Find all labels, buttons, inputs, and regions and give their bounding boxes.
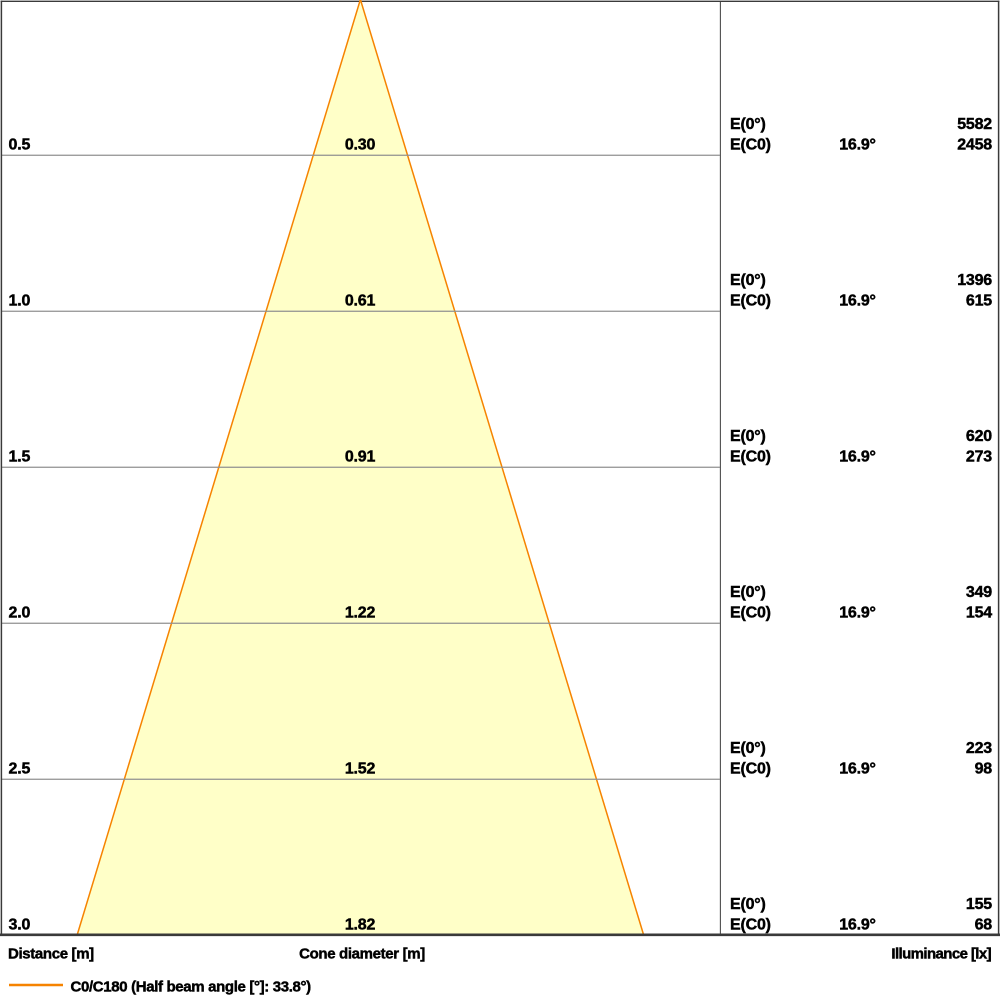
svg-text:16.9°: 16.9°	[839, 916, 876, 933]
svg-text:0.91: 0.91	[345, 449, 376, 466]
svg-text:2.5: 2.5	[9, 760, 31, 777]
svg-text:349: 349	[966, 584, 992, 601]
svg-text:16.9°: 16.9°	[839, 449, 876, 466]
svg-text:98: 98	[975, 760, 993, 777]
svg-text:E(C0): E(C0)	[730, 916, 771, 933]
svg-text:E(0°): E(0°)	[730, 116, 766, 133]
svg-text:68: 68	[975, 916, 993, 933]
svg-text:E(0°): E(0°)	[730, 428, 766, 445]
svg-text:154: 154	[966, 604, 992, 621]
svg-text:E(0°): E(0°)	[730, 272, 766, 289]
svg-text:16.9°: 16.9°	[839, 760, 876, 777]
svg-text:C0/C180 (Half beam angle [°]:: C0/C180 (Half beam angle [°]: 33.8°)	[71, 979, 312, 996]
svg-text:155: 155	[966, 896, 992, 913]
svg-text:620: 620	[966, 428, 992, 445]
svg-text:E(C0): E(C0)	[730, 760, 771, 777]
svg-text:16.9°: 16.9°	[839, 137, 876, 154]
svg-text:Illuminance [lx]: Illuminance [lx]	[891, 946, 991, 963]
svg-text:E(0°): E(0°)	[730, 896, 766, 913]
svg-text:5582: 5582	[957, 116, 992, 133]
svg-text:2458: 2458	[957, 137, 992, 154]
svg-text:E(0°): E(0°)	[730, 740, 766, 757]
svg-text:16.9°: 16.9°	[839, 293, 876, 310]
svg-text:223: 223	[966, 740, 992, 757]
svg-text:1.22: 1.22	[345, 604, 376, 621]
svg-text:E(C0): E(C0)	[730, 137, 771, 154]
svg-text:0.5: 0.5	[9, 137, 31, 154]
svg-text:1.5: 1.5	[9, 449, 31, 466]
svg-text:16.9°: 16.9°	[839, 604, 876, 621]
svg-text:1.0: 1.0	[9, 293, 31, 310]
svg-text:0.30: 0.30	[345, 137, 376, 154]
svg-text:E(C0): E(C0)	[730, 293, 771, 310]
svg-text:E(0°): E(0°)	[730, 584, 766, 601]
svg-text:615: 615	[966, 293, 992, 310]
svg-text:1396: 1396	[957, 272, 992, 289]
svg-text:0.61: 0.61	[345, 293, 376, 310]
svg-text:E(C0): E(C0)	[730, 449, 771, 466]
svg-text:1.82: 1.82	[345, 916, 376, 933]
svg-text:2.0: 2.0	[9, 604, 31, 621]
svg-text:Cone diameter [m]: Cone diameter [m]	[299, 946, 425, 963]
svg-text:273: 273	[966, 449, 992, 466]
svg-text:E(C0): E(C0)	[730, 604, 771, 621]
svg-text:3.0: 3.0	[9, 916, 31, 933]
svg-text:Distance [m]: Distance [m]	[8, 946, 94, 963]
svg-text:1.52: 1.52	[345, 760, 376, 777]
